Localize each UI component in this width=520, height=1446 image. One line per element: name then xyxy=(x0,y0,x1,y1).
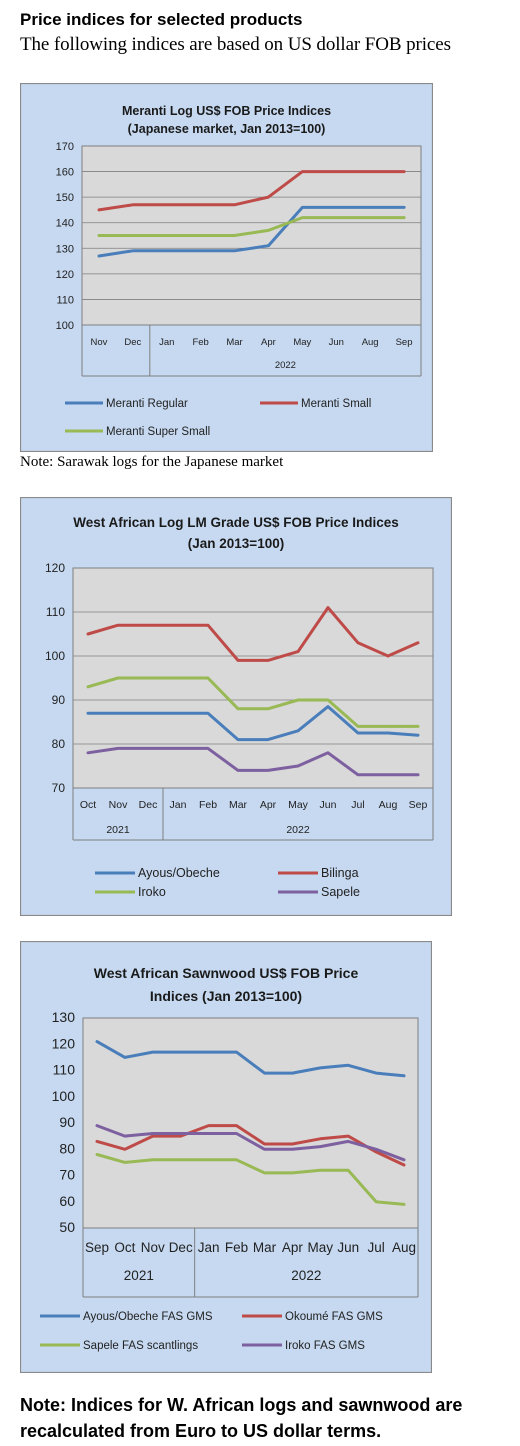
legend-label: Sapele FAS scantlings xyxy=(83,1340,198,1352)
meranti-log-chart: Meranti Log US$ FOB Price Indices (Japane… xyxy=(20,83,433,452)
y-tick-label: 120 xyxy=(56,269,74,281)
chart-title: Meranti Log US$ FOB Price Indices xyxy=(122,104,331,118)
y-tick-label: 160 xyxy=(56,167,74,179)
page-title: Price indices for selected products xyxy=(20,10,303,29)
series-line xyxy=(97,170,406,212)
x-tick-label: Dec xyxy=(124,337,141,348)
west-african-sawnwood-chart: West African Sawnwood US$ FOB Price Indic… xyxy=(20,941,432,1373)
x-tick-label: Feb xyxy=(225,1240,248,1255)
x-tick-label: Jun xyxy=(337,1240,359,1255)
x-tick-label: Jul xyxy=(367,1240,384,1255)
x-tick-label: Sep xyxy=(409,799,428,811)
series-line xyxy=(86,705,420,742)
legend-label: Okoumé FAS GMS xyxy=(285,1311,383,1323)
y-tick-label: 50 xyxy=(59,1219,75,1235)
bottom-note: Note: Indices for W. African logs and sa… xyxy=(20,1395,463,1441)
y-tick-label: 110 xyxy=(53,1062,76,1078)
x-tick-label: Apr xyxy=(261,337,276,348)
legend-label: Meranti Small xyxy=(301,398,371,410)
series-line xyxy=(95,1040,406,1078)
x-tick-label: Jan xyxy=(159,337,174,348)
x-tick-label: Aug xyxy=(392,1240,416,1255)
legend-label: Iroko FAS GMS xyxy=(285,1340,365,1352)
x-tick-label: Dec xyxy=(139,799,158,811)
x-tick-label: Apr xyxy=(260,799,277,811)
series-line xyxy=(95,1153,406,1206)
chart-title: West African Sawnwood US$ FOB Price xyxy=(94,965,359,981)
x-tick-label: Nov xyxy=(141,1240,165,1255)
year-label: 2022 xyxy=(275,360,296,371)
x-tick-label: May xyxy=(308,1240,334,1255)
x-tick-label: Feb xyxy=(199,799,217,811)
y-tick-label: 100 xyxy=(45,649,65,663)
legend-label: Meranti Super Small xyxy=(106,426,210,438)
x-tick-label: Mar xyxy=(226,337,242,348)
y-tick-label: 150 xyxy=(56,192,74,204)
y-tick-label: 80 xyxy=(59,1140,75,1156)
x-tick-label: Jul xyxy=(351,799,364,811)
page-subtitle: The following indices are based on US do… xyxy=(20,34,451,55)
y-tick-label: 120 xyxy=(52,1035,76,1051)
x-tick-label: Nov xyxy=(90,337,107,348)
y-tick-label: 90 xyxy=(59,1114,75,1130)
meranti-note: Note: Sarawak logs for the Japanese mark… xyxy=(20,454,284,470)
series-line xyxy=(97,216,406,237)
series-line xyxy=(95,1124,406,1162)
chart-subtitle: Indices (Jan 2013=100) xyxy=(150,988,302,1004)
legend-label: Ayous/Obeche FAS GMS xyxy=(83,1311,213,1323)
series-line xyxy=(86,746,420,777)
legend-label: Bilinga xyxy=(321,866,359,880)
x-tick-label: Jun xyxy=(320,799,337,811)
x-tick-label: Sep xyxy=(85,1240,109,1255)
y-tick-label: 130 xyxy=(52,1009,76,1025)
series-line xyxy=(95,1124,406,1167)
chart-subtitle: (Jan 2013=100) xyxy=(188,536,284,551)
x-tick-label: Sep xyxy=(396,337,413,348)
x-tick-label: Jan xyxy=(198,1240,220,1255)
x-tick-label: Oct xyxy=(114,1240,135,1255)
y-tick-label: 100 xyxy=(52,1088,76,1104)
series-line xyxy=(86,676,420,728)
year-label: 2022 xyxy=(286,824,310,836)
x-tick-label: May xyxy=(293,337,311,348)
y-tick-label: 60 xyxy=(59,1193,75,1209)
chart-subtitle: (Japanese market, Jan 2013=100) xyxy=(128,122,326,136)
legend-label: Iroko xyxy=(138,885,166,899)
y-tick-label: 100 xyxy=(56,320,74,332)
y-tick-label: 110 xyxy=(56,294,74,306)
legend-label: Ayous/Obeche xyxy=(138,866,220,880)
y-tick-label: 70 xyxy=(52,781,66,795)
x-tick-label: Jan xyxy=(170,799,187,811)
series-line xyxy=(97,205,406,258)
series-line xyxy=(86,606,420,662)
chart-title: West African Log LM Grade US$ FOB Price … xyxy=(73,515,399,530)
y-tick-label: 130 xyxy=(56,243,74,255)
year-label: 2021 xyxy=(106,824,130,836)
x-tick-label: Nov xyxy=(109,799,128,811)
plot-area xyxy=(82,1017,419,1229)
legend-label: Sapele xyxy=(321,885,360,899)
west-african-log-chart: West African Log LM Grade US$ FOB Price … xyxy=(20,497,452,916)
y-tick-label: 90 xyxy=(52,693,66,707)
y-tick-label: 80 xyxy=(52,737,66,751)
x-tick-label: Feb xyxy=(192,337,208,348)
y-tick-label: 170 xyxy=(56,141,74,153)
y-tick-label: 140 xyxy=(56,218,74,230)
x-tick-label: Mar xyxy=(229,799,248,811)
x-tick-label: May xyxy=(288,799,309,811)
x-tick-label: Mar xyxy=(253,1240,277,1255)
x-tick-label: Aug xyxy=(379,799,398,811)
x-tick-label: Jun xyxy=(329,337,344,348)
y-tick-label: 120 xyxy=(45,561,65,575)
legend-label: Meranti Regular xyxy=(106,398,188,410)
x-tick-label: Oct xyxy=(80,799,96,811)
x-tick-label: Aug xyxy=(362,337,379,348)
x-tick-label: Apr xyxy=(282,1240,304,1255)
y-tick-label: 70 xyxy=(59,1167,75,1183)
x-tick-label: Dec xyxy=(169,1240,193,1255)
year-label: 2021 xyxy=(124,1268,154,1283)
year-label: 2022 xyxy=(291,1268,321,1283)
y-tick-label: 110 xyxy=(46,605,65,619)
